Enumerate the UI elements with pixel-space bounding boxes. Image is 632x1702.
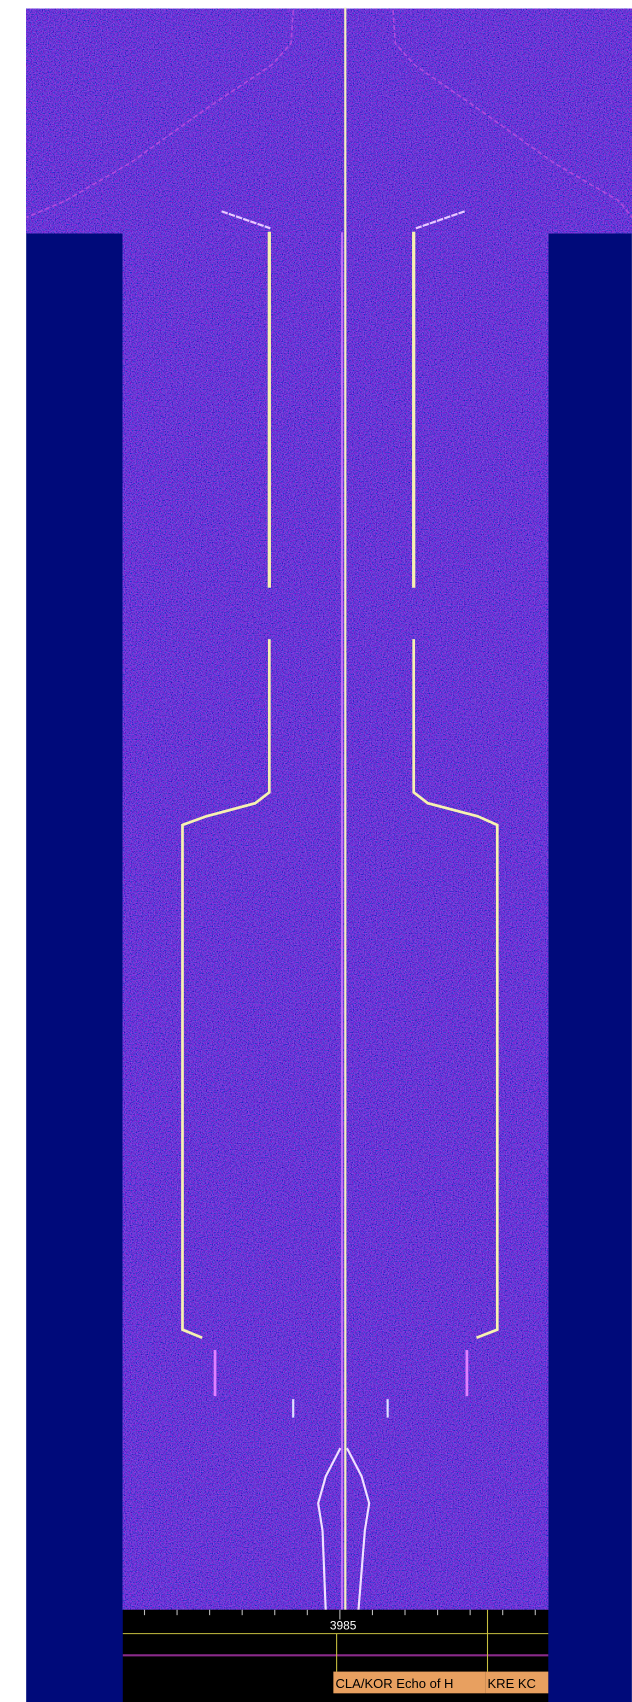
frequency-label: 3985 <box>330 1618 357 1632</box>
wide-noise <box>26 9 632 234</box>
page: 3985 CLA/KOR Echo of H KRE KC (() => { c… <box>0 0 632 1702</box>
station-tag[interactable]: CLA/KOR Echo of H <box>333 1672 485 1694</box>
waterfall-window: 3985 CLA/KOR Echo of H KRE KC <box>0 0 632 1702</box>
station-tag-text: CLA/KOR Echo of H <box>336 1676 454 1691</box>
station-tag[interactable]: KRE KC <box>485 1672 548 1694</box>
narrow-noise <box>123 233 549 1609</box>
station-tag-text: KRE KC <box>488 1676 536 1691</box>
